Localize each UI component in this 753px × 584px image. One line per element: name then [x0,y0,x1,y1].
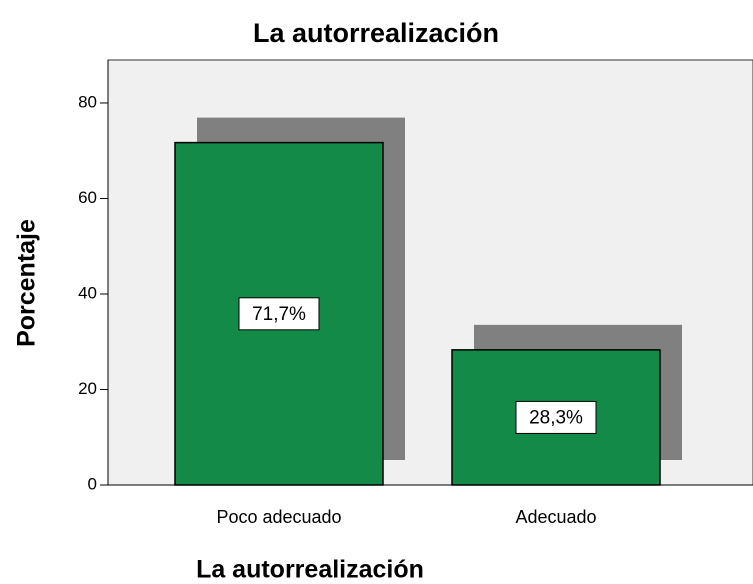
y-tick-label: 0 [88,474,97,493]
y-tick-label: 40 [78,283,97,302]
y-tick-label: 80 [78,92,97,111]
chart-title: La autorrealización [253,18,499,48]
x-axis-title: La autorrealización [196,556,424,584]
y-tick-label: 20 [78,379,97,398]
y-axis-title: Porcentaje [13,219,41,347]
x-tick-label: Poco adecuado [216,507,341,527]
value-label-box [515,400,597,434]
x-tick-label: Adecuado [515,507,596,527]
value-label: 28,3% [529,407,583,428]
value-label: 71,7% [252,304,306,325]
value-label-box [238,297,320,331]
y-tick-label: 60 [78,188,97,207]
